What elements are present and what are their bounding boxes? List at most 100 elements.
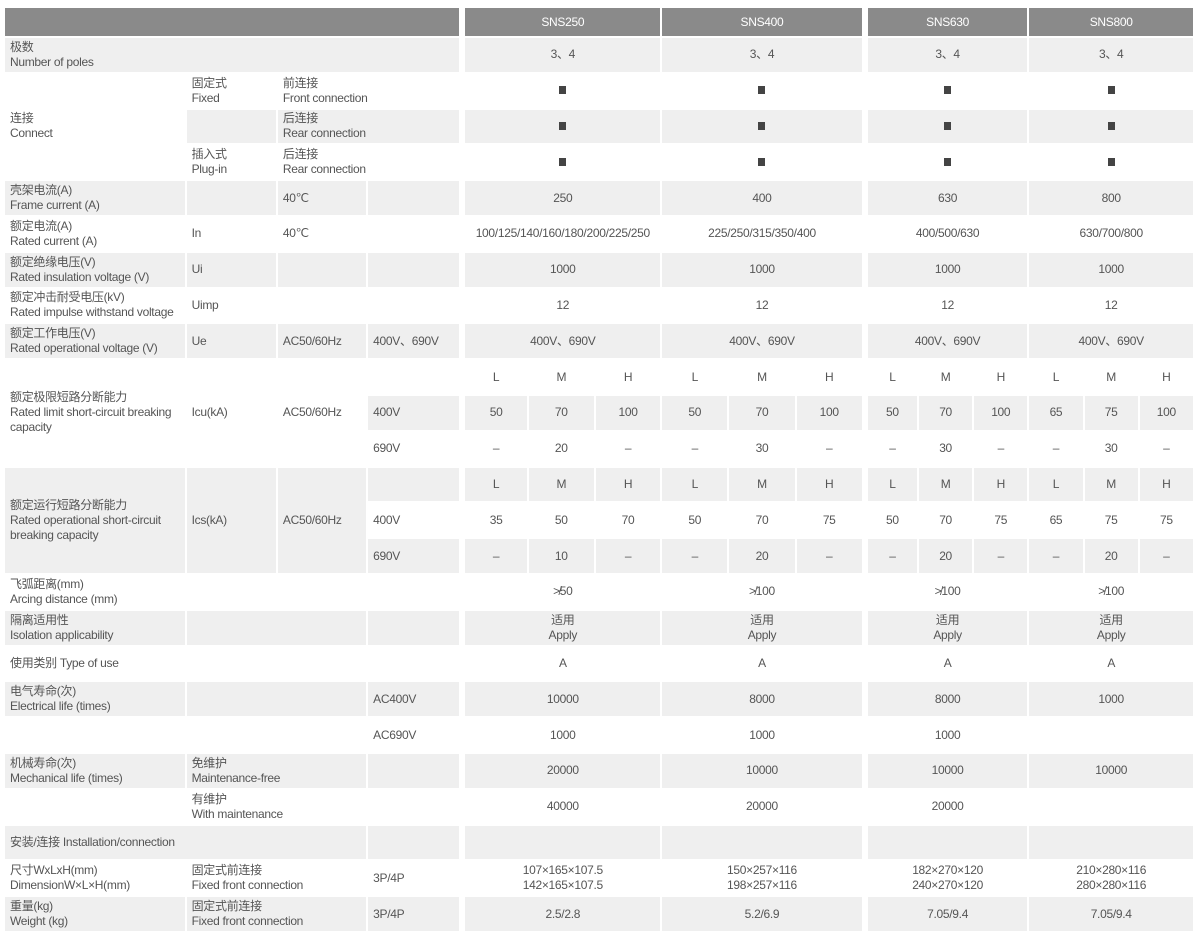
model-value: 250 xyxy=(461,181,663,217)
text-line-zh: 适用 xyxy=(750,612,774,627)
sub-value: H xyxy=(595,360,663,396)
text-line-en: Rated operational short-circuit xyxy=(10,512,161,527)
sub-value: H xyxy=(974,467,1030,504)
model-value: 20000 xyxy=(863,789,1030,826)
text-line-zh: 150×257×116 xyxy=(727,863,797,878)
text-line-zh: 机械寿命(次) xyxy=(10,755,76,770)
model-value: 12 xyxy=(662,288,864,325)
symbol: Ics(kA) xyxy=(186,467,278,575)
connection-mark xyxy=(662,73,864,110)
filled-square-icon xyxy=(944,121,952,130)
row-label: 额定冲击耐受电压(kV) Rated impulse withstand volt… xyxy=(5,288,187,325)
row-label: 壳架电流(A) Frame current (A) xyxy=(5,181,187,217)
empty-cell xyxy=(368,181,462,217)
sub-value: L xyxy=(1029,360,1085,396)
row-label: 额定工作电压(V) Rated operational voltage (V) xyxy=(5,324,187,361)
sub-value: 20 xyxy=(1084,539,1140,575)
table-row: 后连接 Rear connection xyxy=(5,109,1195,146)
table-row: 400V 50 70 100 50 70 100 50 70 100 65 75 100 xyxy=(5,395,1195,432)
model-value: ≯50 xyxy=(461,574,663,611)
sub-value: – xyxy=(461,539,529,575)
row-label: 使用类别 Type of use xyxy=(5,646,462,683)
model-value: 适用 Apply xyxy=(1029,610,1195,647)
sub-value: 70 xyxy=(729,395,797,432)
sub-label: 固定式 Fixed xyxy=(186,73,278,110)
table-row: 飞弧距离(mm) Arcing distance (mm) ≯50 ≯100 ≯100 ≯… xyxy=(5,574,1195,611)
sub-value: 70 xyxy=(918,395,975,432)
model-value: 400V、690V xyxy=(461,324,663,361)
sub-value: 65 xyxy=(1029,503,1085,540)
filled-square-icon xyxy=(1107,86,1115,95)
voltage: 690V xyxy=(368,539,462,575)
table-row: 额定运行短路分断能力 Rated operational short-circui… xyxy=(5,467,1195,575)
text-line-en: 280×280×116 xyxy=(1076,878,1147,893)
text-line-en: 142×165×107.5 xyxy=(522,878,604,893)
model-value: 107×165×107.5 142×165×107.5 xyxy=(461,861,663,898)
model-header: SNS250 xyxy=(461,8,663,38)
connection-mark xyxy=(461,73,663,110)
sub-value: 75 xyxy=(974,503,1030,540)
spec-table: SNS250 SNS400 SNS630 SNS800 极数 Number of pole… xyxy=(5,8,1195,933)
row-label: 电气寿命(次) Electrical life (times) xyxy=(5,682,187,719)
text-line-zh: 适用 xyxy=(935,612,960,627)
table-row: 使用类别 Type of use A A A A xyxy=(5,646,1195,683)
sub-value: 75 xyxy=(796,503,864,540)
sub-value: L xyxy=(863,360,919,396)
sub-value: 20 xyxy=(729,539,797,575)
sub-value: 50 xyxy=(461,395,529,432)
connection-mark xyxy=(662,145,864,182)
sub-label: 前连接 Front connection xyxy=(277,73,462,110)
model-value: 12 xyxy=(461,288,663,325)
text-line-zh: 额定极限短路分断能力 xyxy=(10,390,128,405)
connection-mark xyxy=(1029,109,1195,146)
frequency: AC50/60Hz xyxy=(277,467,369,575)
text-line-en: Rear connection xyxy=(282,126,366,141)
empty-cell xyxy=(5,789,187,826)
text-line-en: Number of poles xyxy=(10,54,94,69)
connection-mark xyxy=(863,145,1030,182)
text-line-zh: 尺寸WxLxH(mm) xyxy=(10,863,98,878)
empty-cell xyxy=(277,288,369,325)
model-value: 630 xyxy=(863,181,1030,217)
row-label: 额定电流(A) Rated current (A) xyxy=(5,216,187,253)
table-row: 隔离适用性 Isolation applicability 适用 Apply 适用 App… xyxy=(5,610,1195,647)
text-line-en: Rated limit short-circuit breaking xyxy=(10,405,172,420)
row-label: 额定运行短路分断能力 Rated operational short-circui… xyxy=(5,467,187,575)
text-line-zh: 额定工作电压(V) xyxy=(10,326,96,341)
sub-value: H xyxy=(974,360,1030,396)
text-line-en: Rated current (A) xyxy=(10,233,97,248)
header-blank xyxy=(5,8,462,38)
model-value: 40000 xyxy=(461,789,663,826)
text-line-zh: 插入式 xyxy=(191,147,227,162)
model-header: SNS630 xyxy=(863,8,1030,38)
sub-value: M xyxy=(528,467,596,504)
text-line-en: Rated impulse withstand voltage xyxy=(10,305,174,320)
empty-cell xyxy=(368,789,462,826)
sub-value: 50 xyxy=(863,503,919,540)
text-line-en: With maintenance xyxy=(191,806,284,821)
table-row: 400V 35 50 70 50 70 75 50 70 75 65 75 75 xyxy=(5,503,1195,540)
text-line-en: Fixed xyxy=(191,90,220,105)
text-line-en: 240×270×120 xyxy=(912,878,983,893)
sub-value: 100 xyxy=(595,395,663,432)
sub-label: 有维护 With maintenance xyxy=(186,789,369,826)
text-line-en: Apply xyxy=(933,627,962,642)
connection-mark xyxy=(863,109,1030,146)
text-line-zh: 固定式前连接 xyxy=(191,863,263,878)
frequency: AC50/60Hz xyxy=(277,360,369,468)
model-value: 182×270×120 240×270×120 xyxy=(863,861,1030,898)
table-row: 额定冲击耐受电压(kV) Rated impulse withstand volt… xyxy=(5,288,1195,325)
model-value: 8000 xyxy=(662,682,864,719)
sub-value: 20 xyxy=(918,539,975,575)
row-label: 飞弧距离(mm) Arcing distance (mm) xyxy=(5,574,462,611)
sub-value: M xyxy=(918,360,975,396)
sub-value: H xyxy=(595,467,663,504)
sub-value: 20 xyxy=(528,431,596,468)
row-label: 额定极限短路分断能力 Rated limit short-circuit brea… xyxy=(5,360,187,468)
sub-value: – xyxy=(863,431,919,468)
table-row: 重量(kg) Weight (kg) 固定式前连接 Fixed front conne… xyxy=(5,897,1195,933)
table-row: 安装/连接 Installation/connection xyxy=(5,825,1195,862)
text-line-zh: 适用 xyxy=(551,612,575,627)
sub-value: 50 xyxy=(863,395,919,432)
table-row: 额定绝缘电压(V) Rated insulation voltage (V) Ui 1… xyxy=(5,252,1195,289)
